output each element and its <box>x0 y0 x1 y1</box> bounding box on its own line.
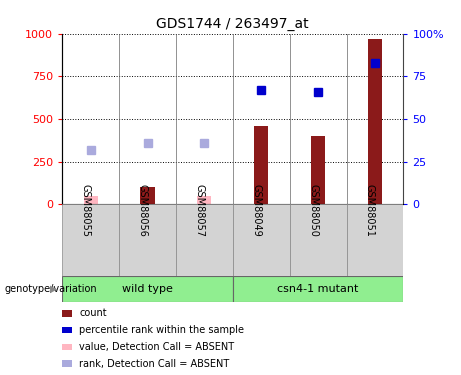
Bar <box>233 276 403 302</box>
Text: value, Detection Call = ABSENT: value, Detection Call = ABSENT <box>79 342 235 352</box>
Bar <box>254 126 268 204</box>
Title: GDS1744 / 263497_at: GDS1744 / 263497_at <box>156 17 309 32</box>
Text: count: count <box>79 308 107 318</box>
Bar <box>311 136 325 204</box>
Text: genotype/variation: genotype/variation <box>5 284 97 294</box>
Text: GSM88057: GSM88057 <box>195 184 204 237</box>
Text: GSM88055: GSM88055 <box>81 184 91 237</box>
Text: GSM88049: GSM88049 <box>251 184 261 237</box>
Bar <box>290 204 347 276</box>
Text: GSM88051: GSM88051 <box>365 184 375 237</box>
Text: wild type: wild type <box>122 284 173 294</box>
Text: GSM88056: GSM88056 <box>137 184 148 237</box>
Bar <box>197 196 212 204</box>
Text: csn4-1 mutant: csn4-1 mutant <box>278 284 359 294</box>
Text: rank, Detection Call = ABSENT: rank, Detection Call = ABSENT <box>79 359 230 369</box>
Bar <box>141 188 154 204</box>
Bar <box>83 196 98 204</box>
Text: ▶: ▶ <box>50 284 58 294</box>
Bar <box>176 204 233 276</box>
Bar <box>62 276 233 302</box>
Text: GSM88050: GSM88050 <box>308 184 318 237</box>
Bar <box>233 204 290 276</box>
Text: percentile rank within the sample: percentile rank within the sample <box>79 325 244 335</box>
Bar <box>119 204 176 276</box>
Bar <box>368 39 382 204</box>
Bar <box>347 204 403 276</box>
Bar <box>62 204 119 276</box>
